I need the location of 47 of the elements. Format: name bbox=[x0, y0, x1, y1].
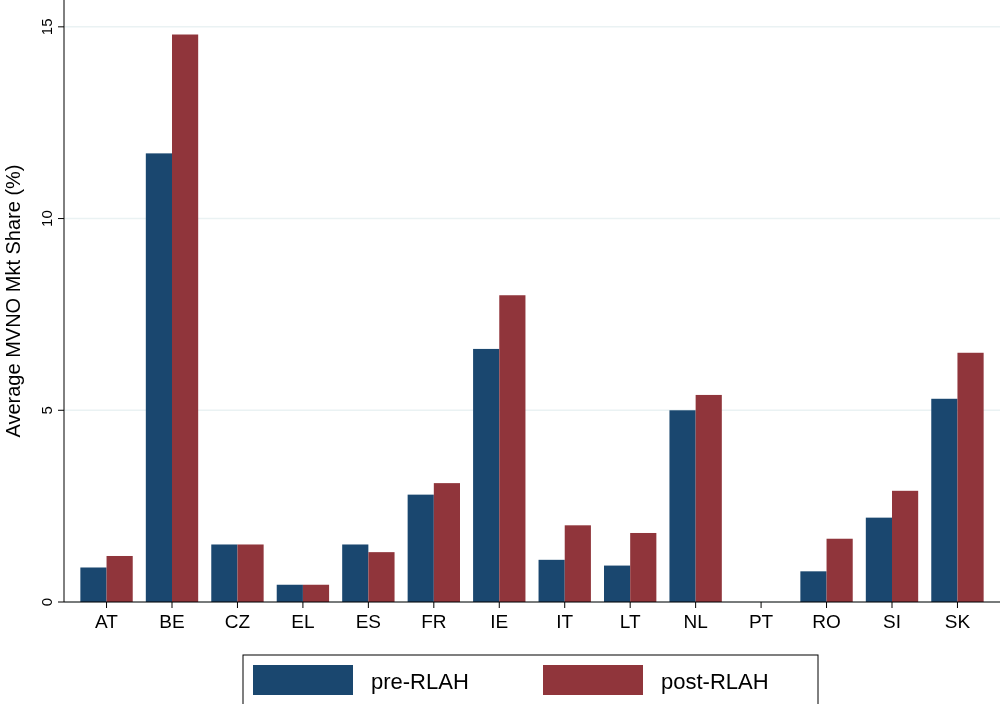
x-tick-label: RO bbox=[812, 611, 841, 632]
x-tick-label: EL bbox=[291, 611, 315, 632]
bar bbox=[433, 483, 460, 602]
x-tick-label: IT bbox=[556, 611, 574, 632]
bar bbox=[957, 352, 984, 602]
x-tick-label: BE bbox=[159, 611, 185, 632]
bar bbox=[145, 153, 172, 602]
y-tick-label: 10 bbox=[38, 210, 55, 227]
legend-label: pre-RLAH bbox=[371, 669, 469, 694]
x-tick-label: LT bbox=[619, 611, 641, 632]
x-tick-label: SK bbox=[944, 611, 971, 632]
x-tick-label: CZ bbox=[224, 611, 251, 632]
bar bbox=[499, 295, 526, 602]
bar bbox=[892, 490, 919, 602]
bar bbox=[630, 532, 657, 602]
bar bbox=[669, 410, 696, 602]
legend-label: post-RLAH bbox=[661, 669, 769, 694]
x-tick-label: SI bbox=[883, 611, 901, 632]
x-tick-label: FR bbox=[421, 611, 447, 632]
y-tick-label: 5 bbox=[38, 406, 55, 415]
x-tick-label: AT bbox=[95, 611, 119, 632]
bar bbox=[473, 348, 500, 602]
bar bbox=[276, 584, 303, 602]
bar bbox=[172, 34, 199, 602]
bar bbox=[538, 559, 565, 602]
bar bbox=[302, 584, 330, 602]
bar bbox=[368, 552, 395, 602]
bar bbox=[931, 398, 958, 602]
bar bbox=[564, 525, 591, 602]
y-tick-label: 0 bbox=[38, 597, 55, 607]
bar bbox=[865, 517, 892, 602]
x-tick-label: IE bbox=[490, 611, 509, 632]
y-tick-label: 15 bbox=[38, 18, 55, 36]
bar bbox=[106, 555, 133, 602]
bar bbox=[800, 571, 827, 602]
bar bbox=[695, 394, 722, 602]
x-tick-label: ES bbox=[355, 611, 382, 632]
x-tick-label: PT bbox=[748, 611, 774, 632]
bar bbox=[407, 494, 434, 602]
x-tick-label: NL bbox=[683, 611, 708, 632]
bar bbox=[237, 544, 264, 602]
y-axis-title: Average MVNO Mkt Share (%) bbox=[2, 164, 24, 438]
bar bbox=[342, 544, 369, 602]
bar bbox=[80, 567, 107, 602]
bar bbox=[211, 544, 238, 602]
bar bbox=[604, 565, 631, 602]
bar bbox=[826, 538, 853, 602]
